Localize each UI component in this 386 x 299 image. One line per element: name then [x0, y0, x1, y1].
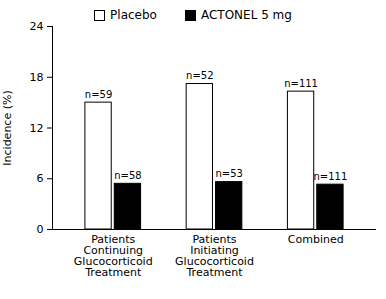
html-text:ACTONEL 5 mg: ACTONEL 5 mg: [201, 8, 292, 22]
svg-text:n=59: n=59: [85, 89, 112, 100]
svg-text:18: 18: [30, 71, 44, 84]
svg-text:0: 0: [37, 223, 44, 236]
svg-text:24: 24: [30, 20, 44, 33]
svg-text:12: 12: [30, 122, 44, 135]
svg-text:n=111: n=111: [314, 171, 348, 182]
html-text:Placebo: Placebo: [110, 8, 157, 22]
svg-text:Incidence (%): Incidence (%): [1, 90, 14, 165]
svg-text:6: 6: [37, 172, 44, 185]
svg-text:n=111: n=111: [284, 78, 318, 89]
svg-text:n=52: n=52: [186, 70, 213, 81]
svg-text:Combined: Combined: [288, 233, 344, 246]
svg-text:PatientsInitiatingGlucocortico: PatientsInitiatingGlucocorticoidTreatmen…: [175, 233, 254, 279]
svg-text:PatientsContinuingGlucocortico: PatientsContinuingGlucocorticoidTreatmen…: [74, 233, 153, 279]
svg-text:n=53: n=53: [215, 168, 242, 179]
svg-text:n=58: n=58: [114, 170, 141, 181]
